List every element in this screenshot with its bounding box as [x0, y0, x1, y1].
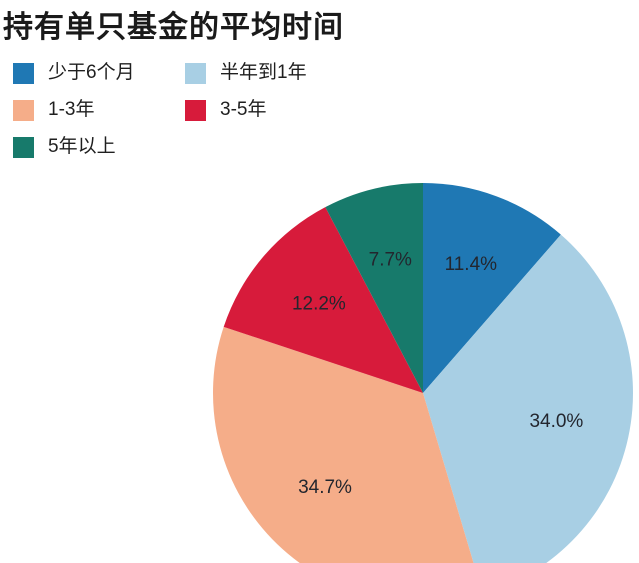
legend-swatch: [13, 136, 34, 158]
legend-item-lt6months: 少于6个月: [13, 62, 185, 84]
legend-swatch: [13, 99, 34, 121]
pie-slice: [213, 326, 474, 563]
legend-swatch: [185, 62, 206, 84]
page-title: 持有单只基金的平均时间: [3, 11, 344, 44]
legend-swatch: [13, 62, 34, 84]
legend-swatch: [185, 99, 206, 121]
pie-slice: [423, 234, 633, 563]
legend-item-1-3years: 1-3年: [13, 99, 185, 121]
pie-slice: [423, 183, 561, 393]
legend-label: 少于6个月: [48, 62, 135, 83]
pie-slice-label: 11.4%: [445, 254, 498, 275]
legend: 少于6个月 半年到1年 1-3年 3-5年 5年以上: [13, 62, 307, 158]
legend-label: 3-5年: [220, 99, 267, 120]
pie-slice-label: 12.2%: [292, 294, 346, 315]
legend-item-3-5years: 3-5年: [185, 99, 307, 121]
pie-slice-label: 34.0%: [529, 411, 583, 432]
pie-slice-label: 34.7%: [298, 477, 352, 498]
pie-slice: [325, 183, 423, 393]
legend-label: 5年以上: [48, 136, 116, 157]
pie-slice: [223, 207, 423, 393]
legend-label: 半年到1年: [220, 62, 307, 83]
legend-label: 1-3年: [48, 99, 95, 120]
pie-slice-label: 7.7%: [369, 250, 412, 271]
legend-item-halfyear-1year: 半年到1年: [185, 62, 307, 84]
legend-item-5plus-years: 5年以上: [13, 136, 185, 158]
